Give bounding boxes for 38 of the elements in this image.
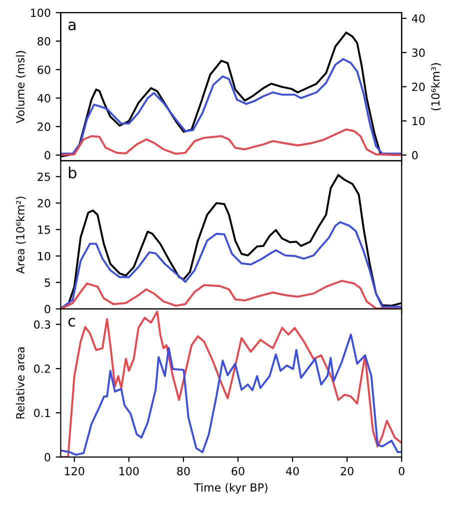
y-tick-label: 0 [44, 151, 50, 160]
y-tick-label: 0 [44, 304, 50, 314]
y-tick-label: 10 [38, 252, 50, 260]
y2-tick-label: 20 [412, 82, 425, 92]
y-tick-label: 0.2 [34, 364, 50, 373]
y-tick-label: 0.3 [34, 320, 50, 329]
y-tick-label: 0.1 [34, 408, 50, 418]
x-tick-label: 100 [120, 466, 139, 476]
y-tick-label: 20 [38, 199, 50, 208]
y-axis-title: Relative area [16, 347, 24, 418]
y-tick-label: 40 [37, 94, 50, 102]
annotation: c [68, 318, 75, 327]
y-tick-label: 80 [38, 37, 50, 46]
y-tick-label: 5 [44, 278, 50, 287]
y-tick-label: 0 [44, 453, 50, 462]
y2-tick-label: 10 [412, 116, 425, 126]
y-axis-title: Area (10⁶km²) [16, 196, 26, 274]
y-tick-label: 100 [31, 8, 50, 18]
y2-tick-label: 40 [412, 14, 425, 23]
x-tick-label: 120 [64, 466, 84, 476]
y-axis-title: Volume (msl) [16, 51, 26, 124]
x-tick-label: 0 [398, 466, 404, 476]
y-tick-label: 15 [38, 226, 50, 234]
x-tick-label: 40 [286, 466, 299, 476]
x-tick-label: 20 [340, 466, 354, 476]
annotation: b [68, 166, 76, 179]
x-axis-title: Time (kyr BP) [194, 483, 268, 494]
x-tick-label: 80 [177, 466, 190, 476]
line-series [60, 58, 402, 155]
y-tick-label: 20 [38, 122, 50, 131]
y2-tick-label: 30 [412, 48, 425, 57]
y-tick-label: 25 [38, 172, 50, 182]
x-tick-label: 60 [232, 466, 244, 476]
y2-tick-label: 0 [412, 151, 418, 160]
line-series [60, 128, 402, 156]
y2-axis-title: (10⁶km³) [431, 63, 441, 110]
annotation: a [68, 22, 76, 30]
y-tick-label: 60 [38, 66, 50, 74]
